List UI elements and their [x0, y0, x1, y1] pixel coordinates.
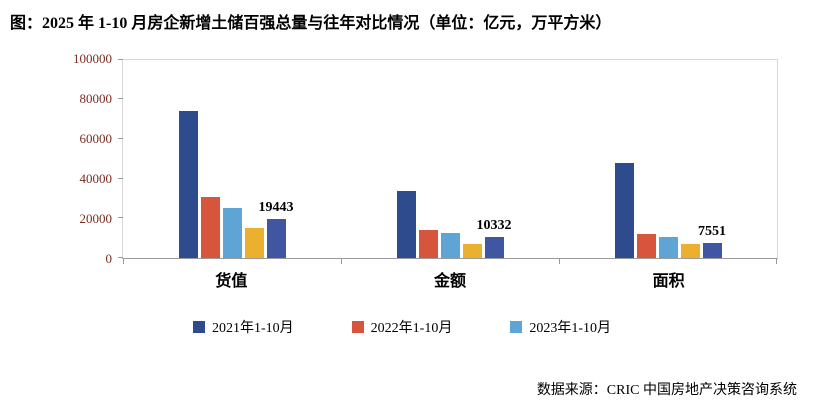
y-tick-mark [118, 98, 123, 100]
y-tick-mark [118, 177, 123, 179]
x-axis: 货值 金额 面积 [122, 259, 778, 291]
bar [462, 243, 482, 258]
bar-group-货值: 19443 [123, 60, 341, 258]
y-tick-label: 0 [105, 250, 113, 266]
x-tick-mark [776, 257, 777, 264]
bar-chart: 0 20000 40000 60000 80000 100000 19443 10332 75… [58, 51, 778, 291]
bar [418, 229, 438, 258]
bar [702, 242, 722, 258]
bar-slot [418, 60, 438, 258]
legend-label: 2021年1-10月 [211, 320, 294, 336]
bar-slot [462, 60, 482, 258]
y-tick-label: 80000 [79, 90, 113, 106]
legend-swatch [510, 320, 523, 333]
y-axis: 0 20000 40000 60000 80000 100000 [58, 51, 122, 266]
legend-swatch [351, 320, 364, 333]
x-axis-label: 金额 [434, 272, 467, 290]
bar-slot: 19443 [259, 60, 294, 258]
bar-group-面积: 7551 [559, 60, 777, 258]
data-label: 7551 [698, 223, 726, 239]
y-tick-mark [118, 138, 123, 139]
bar-slot [244, 60, 264, 258]
bar-slot [636, 60, 656, 258]
x-tick-mark [559, 257, 560, 264]
bar [178, 111, 198, 258]
bar [636, 234, 656, 258]
y-tick-label: 60000 [79, 130, 113, 146]
y-tick-mark [118, 58, 123, 60]
plot-area: 19443 10332 7551 [118, 58, 778, 264]
bar [484, 237, 504, 258]
bar [222, 207, 242, 258]
bar-slot [396, 60, 416, 258]
bar [440, 233, 460, 258]
y-tick-mark [118, 256, 123, 258]
x-axis-label: 货值 [215, 272, 248, 290]
bar-slot [200, 60, 220, 258]
legend-item: 2022年1-10月 [351, 317, 453, 337]
bar-slot [440, 60, 460, 258]
legend-label: 2023年1-10月 [529, 320, 611, 336]
legend-item: 2021年1-10月 [192, 317, 294, 337]
bar-slot [222, 60, 242, 258]
source-note: 数据来源：CRIC 中国房地产决策咨询系统 [536, 383, 797, 398]
bar-group-金额: 10332 [341, 60, 559, 258]
bar [614, 162, 634, 258]
data-label: 10332 [476, 218, 512, 234]
x-tick-mark [123, 257, 124, 264]
x-axis-label: 面积 [652, 272, 685, 290]
bar-slot [658, 60, 678, 258]
bar [680, 243, 700, 258]
chart-title: 图：2025 年 1-10 月房企新增土储百强总量与往年对比情况（单位：亿元，万… [10, 15, 612, 32]
bar-slot [614, 60, 634, 258]
legend-label: 2022年1-10月 [370, 320, 453, 336]
bar-slot: 10332 [477, 60, 512, 258]
bar [200, 197, 220, 258]
bar [244, 228, 264, 258]
bar-slot [178, 60, 198, 258]
legend: 2021年1-10月 2022年1-10月 2023年1-10月 [74, 317, 730, 337]
bar [658, 237, 678, 258]
bar [266, 219, 286, 258]
bar [396, 191, 416, 258]
legend-item: 2023年1-10月 [510, 317, 611, 337]
data-label: 19443 [258, 200, 294, 216]
bar-slot: 7551 [698, 60, 726, 258]
y-tick-label: 20000 [79, 210, 113, 226]
legend-swatch [192, 320, 205, 333]
bar-slot [680, 60, 700, 258]
x-tick-mark [340, 257, 342, 264]
y-tick-label: 40000 [79, 170, 113, 186]
y-tick-label: 100000 [73, 50, 112, 66]
y-tick-mark [118, 217, 123, 219]
